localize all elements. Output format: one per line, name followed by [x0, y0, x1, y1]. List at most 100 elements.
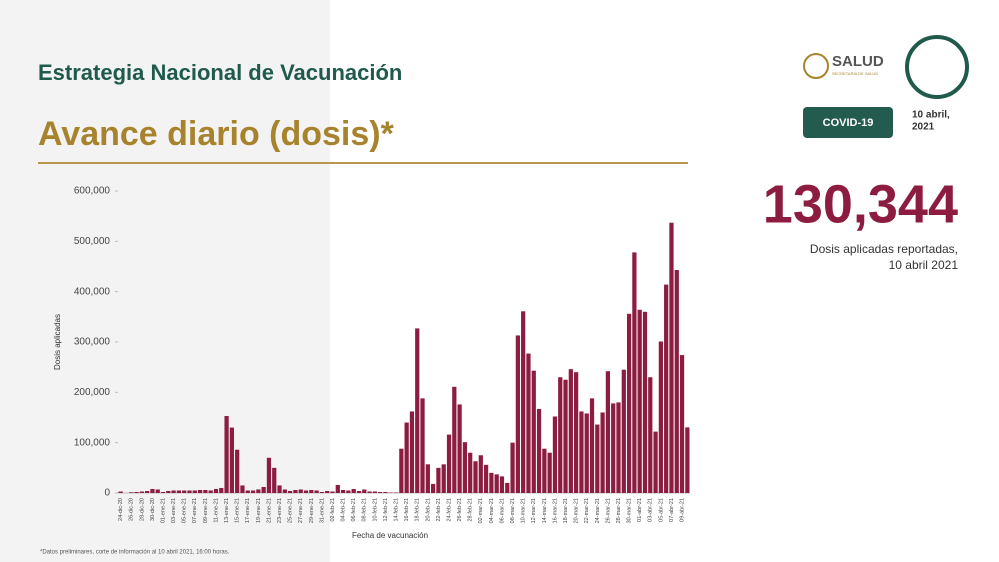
- bar: [563, 379, 568, 493]
- y-tick-label: 300,000: [74, 337, 111, 348]
- bar: [288, 490, 293, 493]
- bar: [303, 490, 309, 493]
- bar: [669, 222, 674, 493]
- bar: [526, 353, 531, 493]
- bar: [420, 398, 425, 493]
- bar: [595, 424, 600, 493]
- x-tick-label: 16-feb-21: [404, 498, 410, 522]
- x-tick-label: 12-feb-21: [383, 498, 389, 522]
- bar: [441, 464, 446, 493]
- bar: [139, 491, 144, 493]
- bar: [335, 484, 340, 493]
- bar: [415, 328, 420, 493]
- x-tick-label: 09-abr-21: [680, 498, 686, 522]
- bar: [568, 369, 573, 493]
- x-tick-label: 10-feb-21: [372, 498, 378, 522]
- bar: [145, 490, 150, 493]
- bar: [362, 489, 367, 493]
- x-tick-label: 21-ene-21: [266, 498, 272, 523]
- bar: [314, 490, 319, 493]
- bar: [452, 386, 457, 493]
- bar: [171, 490, 176, 493]
- x-tick-label: 14-feb-21: [394, 498, 400, 522]
- badge: [803, 107, 893, 138]
- x-tick-label: 26-dic-20: [129, 498, 135, 521]
- bar: [182, 490, 187, 493]
- bar: [330, 491, 335, 493]
- y-tick-label: 500,000: [74, 236, 111, 247]
- bar: [558, 377, 563, 493]
- bar: [664, 284, 669, 493]
- bar: [240, 485, 245, 493]
- bar: [261, 486, 266, 493]
- bar: [134, 491, 139, 493]
- bar: [367, 491, 372, 493]
- bar: [462, 442, 468, 493]
- bar: [399, 448, 404, 493]
- bar: [499, 476, 505, 493]
- x-axis-label: Fecha de vacunación: [352, 531, 428, 540]
- x-tick-label: 13-ene-21: [224, 498, 230, 523]
- bar: [256, 489, 261, 493]
- y-tick-label: 100,000: [74, 437, 111, 448]
- bar: [579, 411, 584, 493]
- seal-logo: [803, 53, 829, 79]
- bar: [505, 482, 510, 493]
- footnote: *Datos preliminares, corte de informació…: [40, 550, 230, 556]
- bar: [494, 474, 499, 493]
- x-tick-label: 24-feb-21: [446, 498, 452, 522]
- bar: [473, 461, 478, 493]
- bar: [446, 434, 452, 493]
- bar: [219, 487, 224, 493]
- bar: [150, 488, 155, 493]
- y-axis-label: Dosis aplicadas: [53, 314, 62, 370]
- x-tick-label: 09-ene-21: [203, 498, 209, 523]
- plot: 0 100,000 200,000 300,000 400,000 500,000 600,…: [74, 186, 690, 523]
- bar: [431, 483, 436, 493]
- bar: [478, 455, 483, 493]
- x-tick-label: 10-mar-21: [521, 498, 527, 523]
- x-tick-label: 16-mar-21: [552, 498, 558, 523]
- x-tick-label: 30-mar-21: [627, 498, 633, 523]
- bar: [356, 490, 362, 493]
- bar: [166, 490, 171, 493]
- bar: [621, 369, 626, 493]
- bar: [378, 491, 383, 493]
- bar: [510, 442, 515, 493]
- bar: [160, 491, 166, 493]
- bar: [547, 452, 552, 493]
- bar: [282, 489, 287, 493]
- x-tick-label: 08-feb-21: [362, 498, 368, 522]
- x-tick-label: 25-ene-21: [288, 498, 294, 523]
- x-tick-label: 17-ene-21: [245, 498, 251, 523]
- x-tick-label: 24-dic-20: [118, 498, 124, 521]
- bar: [409, 411, 415, 493]
- date-line: 2021: [912, 122, 935, 133]
- x-tick-label: 02-mar-21: [478, 498, 484, 523]
- bar: [521, 311, 526, 493]
- bar: [679, 355, 685, 493]
- x-tick-label: 24-mar-21: [595, 498, 601, 523]
- x-tick-label: 01-abr-21: [637, 498, 643, 522]
- bar: [483, 464, 489, 493]
- bar: [468, 452, 473, 493]
- bar: [457, 404, 462, 493]
- x-tick-label: 18-mar-21: [563, 498, 569, 523]
- bar: [340, 489, 346, 493]
- bar: [272, 467, 277, 493]
- bar: [229, 427, 234, 493]
- x-tick-label: 28-dic-20: [139, 498, 145, 521]
- x-tick-label: 11-ene-21: [213, 498, 219, 523]
- bar: [653, 431, 658, 493]
- bar: [346, 490, 351, 493]
- x-tick-label: 20-mar-21: [574, 498, 580, 523]
- bar: [637, 309, 642, 493]
- x-tick-label: 28-feb-21: [468, 498, 474, 522]
- bar: [611, 403, 616, 493]
- bar: [425, 464, 430, 493]
- bar: [155, 489, 160, 493]
- bar: [648, 377, 653, 493]
- bar: [674, 270, 679, 493]
- bar: [208, 490, 213, 493]
